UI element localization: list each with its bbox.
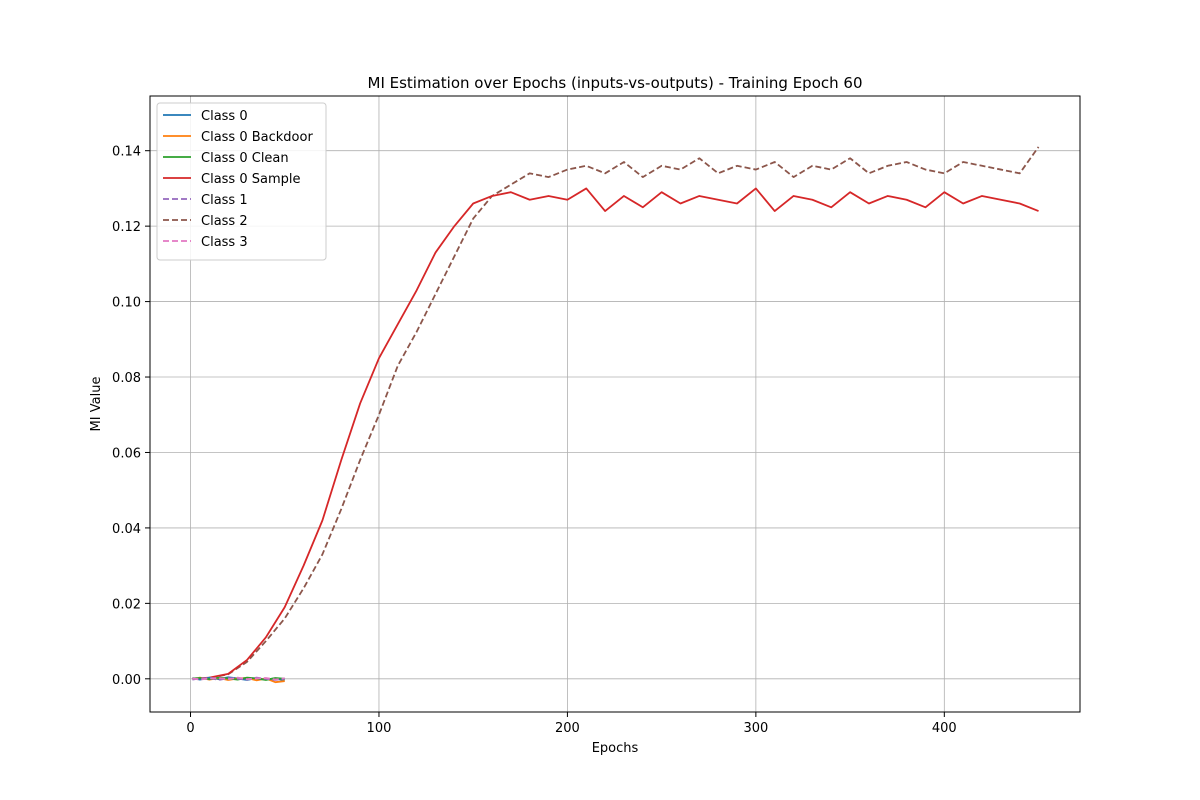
x-tick-label: 200 (555, 721, 580, 736)
chart-title: MI Estimation over Epochs (inputs-vs-out… (368, 74, 863, 92)
series-line-class-2 (192, 146, 1040, 680)
y-tick-label: 0.02 (112, 597, 141, 612)
series-line-class-0-sample (192, 187, 1039, 680)
x-axis-label: Epochs (592, 741, 639, 756)
y-tick-label: 0.12 (112, 220, 141, 235)
y-tick-label: 0.14 (112, 145, 141, 160)
x-tick-label: 400 (932, 721, 957, 736)
legend-label: Class 3 (201, 235, 248, 250)
legend-box (156, 102, 327, 261)
legend-label: Class 1 (201, 193, 248, 208)
y-axis: 0.00 0.02 0.04 0.06 0.08 0.10 0.12 0.14 (112, 145, 150, 688)
x-axis: 0 100 200 300 400 (186, 712, 957, 736)
legend-label: Class 2 (201, 214, 248, 229)
legend-label: Class 0 (201, 109, 248, 124)
legend-label: Class 0 Clean (201, 151, 289, 166)
y-tick-label: 0.10 (112, 296, 141, 311)
grid (150, 96, 1080, 712)
y-tick-label: 0.08 (112, 371, 141, 386)
x-tick-label: 100 (367, 721, 392, 736)
y-axis-label: MI Value (89, 377, 104, 432)
series-layer (192, 146, 1040, 684)
y-tick-label: 0.04 (112, 522, 141, 537)
plot-frame (149, 95, 1081, 713)
legend-label: Class 0 Sample (201, 172, 300, 187)
y-tick-label: 0.06 (112, 446, 141, 461)
legend-label: Class 0 Backdoor (201, 130, 313, 145)
x-tick-label: 300 (743, 721, 768, 736)
y-tick-label: 0.00 (112, 673, 141, 688)
legend: Class 0 Class 0 Backdoor Class 0 Clean Clas… (156, 102, 327, 261)
series-line-class-3 (192, 676, 285, 681)
x-tick-label: 0 (186, 721, 194, 736)
